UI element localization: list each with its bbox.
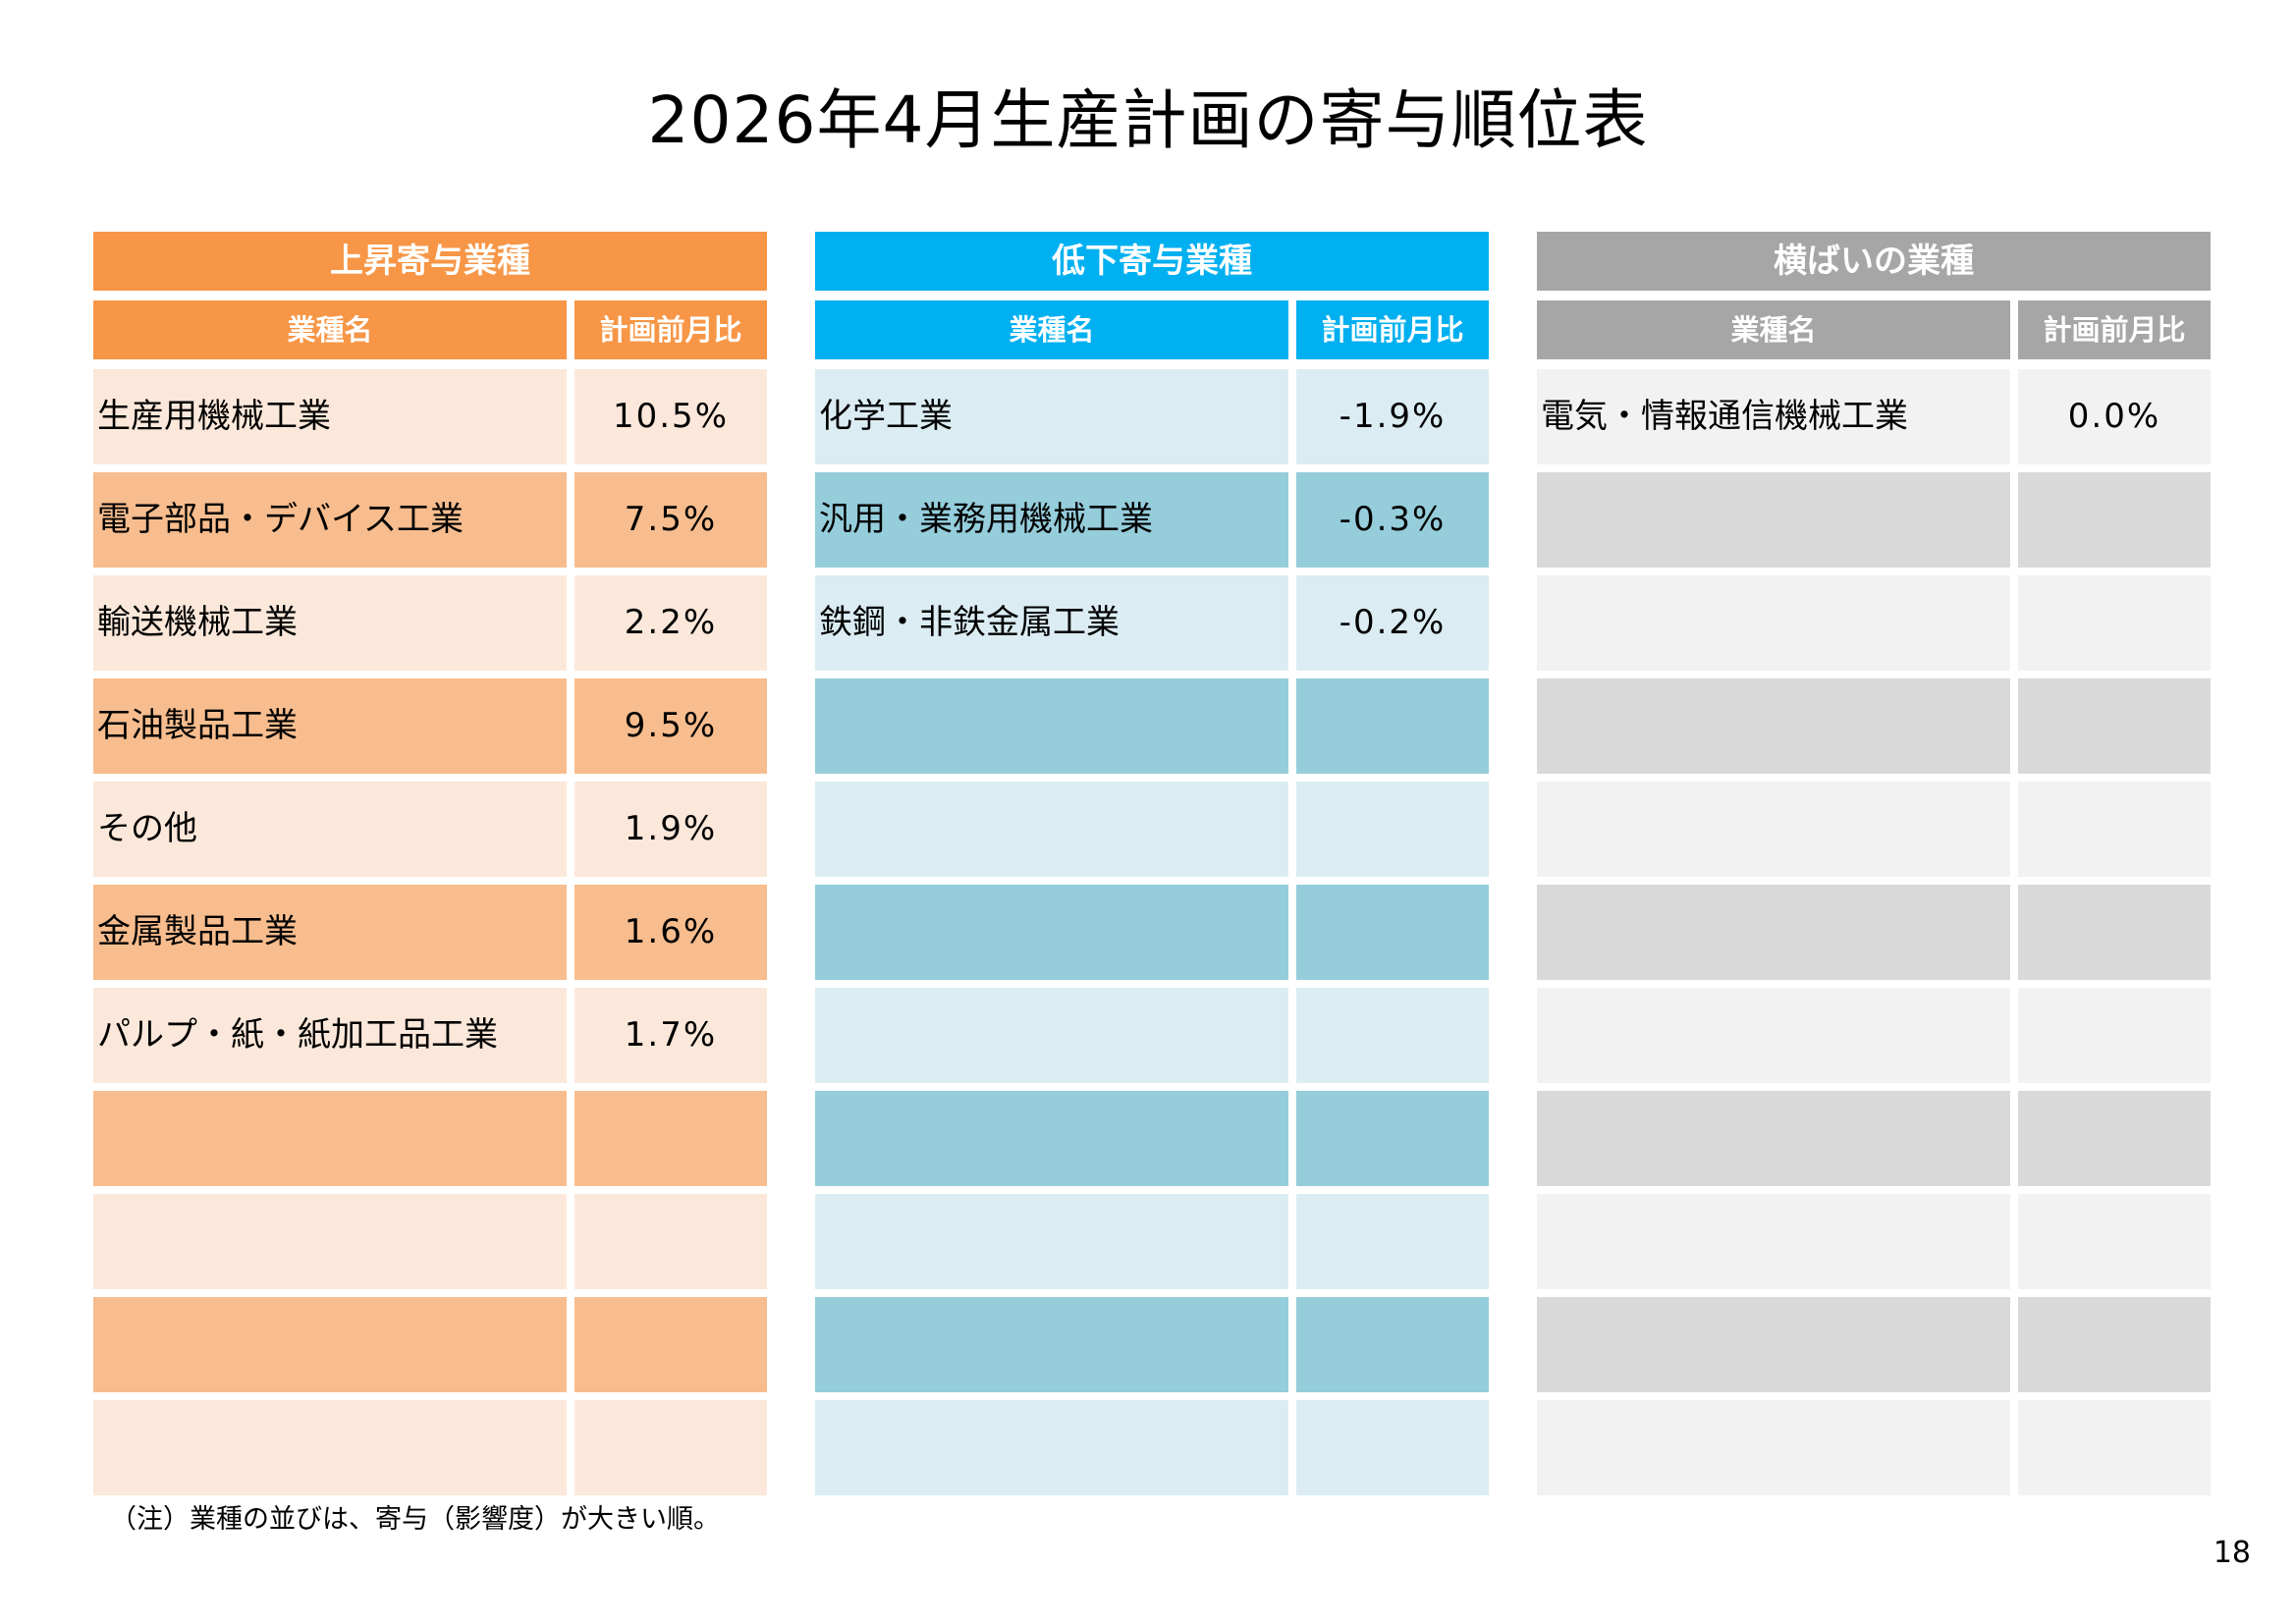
industry-name-cell <box>1537 472 2010 568</box>
mom-change-cell: -0.2% <box>1296 575 1489 671</box>
industry-name-cell: その他 <box>93 782 567 877</box>
column-header-value: 計画前月比 <box>2018 300 2211 359</box>
page-number: 18 <box>2213 1536 2251 1570</box>
industry-name-cell <box>815 1194 1288 1289</box>
panel-heading: 横ばいの業種 <box>1537 232 2211 291</box>
industry-name-cell <box>1537 1091 2010 1186</box>
mom-change-cell <box>2018 782 2211 877</box>
mom-change-cell <box>574 1194 767 1289</box>
mom-change-cell: -0.3% <box>1296 472 1489 568</box>
mom-change-cell <box>2018 1297 2211 1392</box>
mom-change-cell: 1.9% <box>574 782 767 877</box>
page-title: 2026年4月生産計画の寄与順位表 <box>647 82 1649 158</box>
industry-name-cell <box>1537 885 2010 980</box>
industry-name-cell <box>815 885 1288 980</box>
mom-change-cell <box>1296 1194 1489 1289</box>
mom-change-cell: 0.0% <box>2018 369 2211 464</box>
column-header-value: 計画前月比 <box>574 300 767 359</box>
industry-name-cell: パルプ・紙・紙加工品工業 <box>93 988 567 1083</box>
mom-change-cell <box>2018 678 2211 774</box>
industry-name-cell <box>815 678 1288 774</box>
mom-change-cell <box>574 1091 767 1186</box>
industry-name-cell <box>93 1297 567 1392</box>
column-header-name: 業種名 <box>815 300 1288 359</box>
industry-name-cell: 輸送機械工業 <box>93 575 567 671</box>
industry-name-cell <box>1537 782 2010 877</box>
mom-change-cell: 9.5% <box>574 678 767 774</box>
industry-name-cell: 鉄鋼・非鉄金属工業 <box>815 575 1288 671</box>
panel-heading: 上昇寄与業種 <box>93 232 767 291</box>
industry-name-cell <box>93 1194 567 1289</box>
industry-name-cell <box>815 988 1288 1083</box>
industry-name-cell <box>1537 575 2010 671</box>
mom-change-cell <box>1296 1091 1489 1186</box>
column-header-value: 計画前月比 <box>1296 300 1489 359</box>
industry-name-cell <box>1537 678 2010 774</box>
industry-name-cell: 電気・情報通信機械工業 <box>1537 369 2010 464</box>
industry-name-cell: 生産用機械工業 <box>93 369 567 464</box>
mom-change-cell <box>2018 575 2211 671</box>
mom-change-cell <box>2018 885 2211 980</box>
industry-name-cell: 化学工業 <box>815 369 1288 464</box>
mom-change-cell: 1.7% <box>574 988 767 1083</box>
mom-change-cell <box>1296 988 1489 1083</box>
mom-change-cell: 7.5% <box>574 472 767 568</box>
mom-change-cell <box>574 1297 767 1392</box>
panel-heading: 低下寄与業種 <box>815 232 1489 291</box>
mom-change-cell <box>2018 472 2211 568</box>
industry-name-cell <box>93 1400 567 1495</box>
column-header-name: 業種名 <box>1537 300 2010 359</box>
footnote: （注）業種の並びは、寄与（影響度）が大きい順。 <box>110 1504 720 1535</box>
industry-name-cell <box>815 1297 1288 1392</box>
industry-name-cell <box>815 782 1288 877</box>
industry-name-cell: 電子部品・デバイス工業 <box>93 472 567 568</box>
mom-change-cell: 1.6% <box>574 885 767 980</box>
column-header-name: 業種名 <box>93 300 567 359</box>
industry-name-cell <box>1537 988 2010 1083</box>
mom-change-cell <box>1296 678 1489 774</box>
mom-change-cell <box>2018 1194 2211 1289</box>
mom-change-cell <box>2018 1091 2211 1186</box>
mom-change-cell <box>2018 1400 2211 1495</box>
industry-name-cell: 金属製品工業 <box>93 885 567 980</box>
industry-name-cell <box>815 1400 1288 1495</box>
industry-name-cell: 石油製品工業 <box>93 678 567 774</box>
mom-change-cell <box>574 1400 767 1495</box>
industry-name-cell <box>815 1091 1288 1186</box>
mom-change-cell <box>1296 885 1489 980</box>
mom-change-cell <box>1296 782 1489 877</box>
industry-name-cell <box>93 1091 567 1186</box>
mom-change-cell: -1.9% <box>1296 369 1489 464</box>
industry-name-cell <box>1537 1400 2010 1495</box>
industry-name-cell: 汎用・業務用機械工業 <box>815 472 1288 568</box>
mom-change-cell <box>2018 988 2211 1083</box>
mom-change-cell: 10.5% <box>574 369 767 464</box>
mom-change-cell <box>1296 1400 1489 1495</box>
industry-name-cell <box>1537 1194 2010 1289</box>
industry-name-cell <box>1537 1297 2010 1392</box>
mom-change-cell <box>1296 1297 1489 1392</box>
mom-change-cell: 2.2% <box>574 575 767 671</box>
